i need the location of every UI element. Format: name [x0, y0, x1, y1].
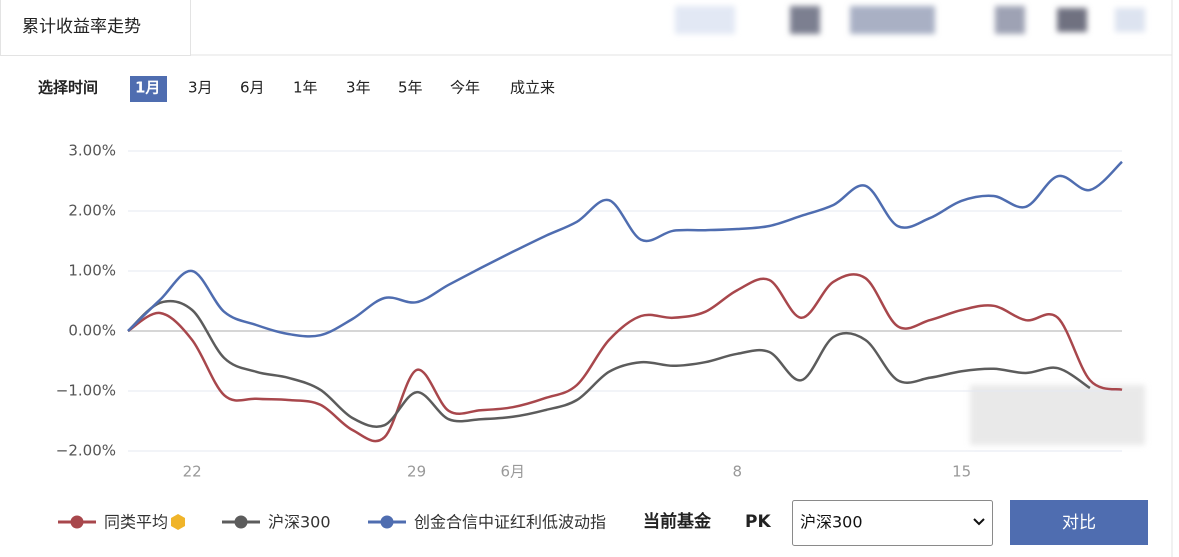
- x-tick-label: 8: [732, 463, 742, 481]
- blur-block: [995, 6, 1025, 34]
- time-option[interactable]: 1年: [293, 79, 318, 97]
- time-option[interactable]: 今年: [450, 79, 480, 97]
- button-label: 对比: [1062, 513, 1096, 533]
- pk-label: PK: [745, 512, 771, 532]
- y-tick-label: 1.00%: [68, 262, 116, 280]
- legend-label: 创金合信中证红利低波动指: [414, 513, 606, 532]
- blur-block: [850, 6, 935, 34]
- x-tick-label: 6月: [501, 463, 526, 481]
- time-option[interactable]: 5年: [398, 79, 423, 97]
- time-option[interactable]: 3月: [188, 79, 213, 97]
- select-value: 沪深300: [800, 513, 863, 532]
- time-option-active[interactable]: [130, 76, 167, 102]
- compare-button[interactable]: [1010, 500, 1148, 545]
- x-tick-label: 29: [407, 463, 426, 481]
- y-tick-label: −1.00%: [56, 382, 116, 400]
- compare-select[interactable]: [792, 500, 993, 546]
- legend: 同类平均 沪深300 创金合信中证红利低波动指: [58, 513, 606, 532]
- blurred-header: [675, 6, 1145, 445]
- blur-block: [1115, 8, 1145, 32]
- tab[interactable]: [0, 0, 191, 56]
- legend-marker: [380, 515, 394, 529]
- legend-label: 同类平均: [104, 513, 168, 532]
- series-line: [127, 160, 1123, 338]
- x-tick-label: 22: [183, 463, 202, 481]
- y-tick-label: −2.00%: [56, 442, 116, 460]
- info-icon: [171, 514, 186, 530]
- x-tick-label: 15: [952, 463, 971, 481]
- legend-marker: [70, 515, 84, 529]
- time-label: 选择时间: [38, 79, 98, 97]
- time-option[interactable]: 6月: [240, 79, 265, 97]
- series-line: [127, 273, 1123, 443]
- legend-marker: [234, 515, 248, 529]
- compare-label: 当前基金: [643, 511, 712, 532]
- blur-block: [675, 6, 735, 34]
- y-tick-label: 2.00%: [68, 202, 116, 220]
- blur-block: [970, 385, 1145, 445]
- time-option[interactable]: 3年: [346, 79, 371, 97]
- series-line: [127, 299, 1091, 428]
- time-options: 1月 3月 6月 1年 3年 5年 今年 成立来: [130, 76, 555, 102]
- y-tick-label: 0.00%: [68, 322, 116, 340]
- blur-block: [1057, 8, 1087, 32]
- select-arrow: [973, 518, 985, 526]
- time-option[interactable]: 1月: [135, 79, 160, 97]
- plot: 3.00% 2.00% 1.00% 0.00% −1.00% −2.00% 22 29 6月 8 1…: [56, 142, 1123, 481]
- tab-label: 累计收益率走势: [22, 17, 141, 37]
- time-option[interactable]: 成立来: [510, 79, 555, 97]
- blur-block: [790, 6, 820, 34]
- legend-label: 沪深300: [268, 513, 331, 532]
- y-tick-label: 3.00%: [68, 142, 116, 160]
